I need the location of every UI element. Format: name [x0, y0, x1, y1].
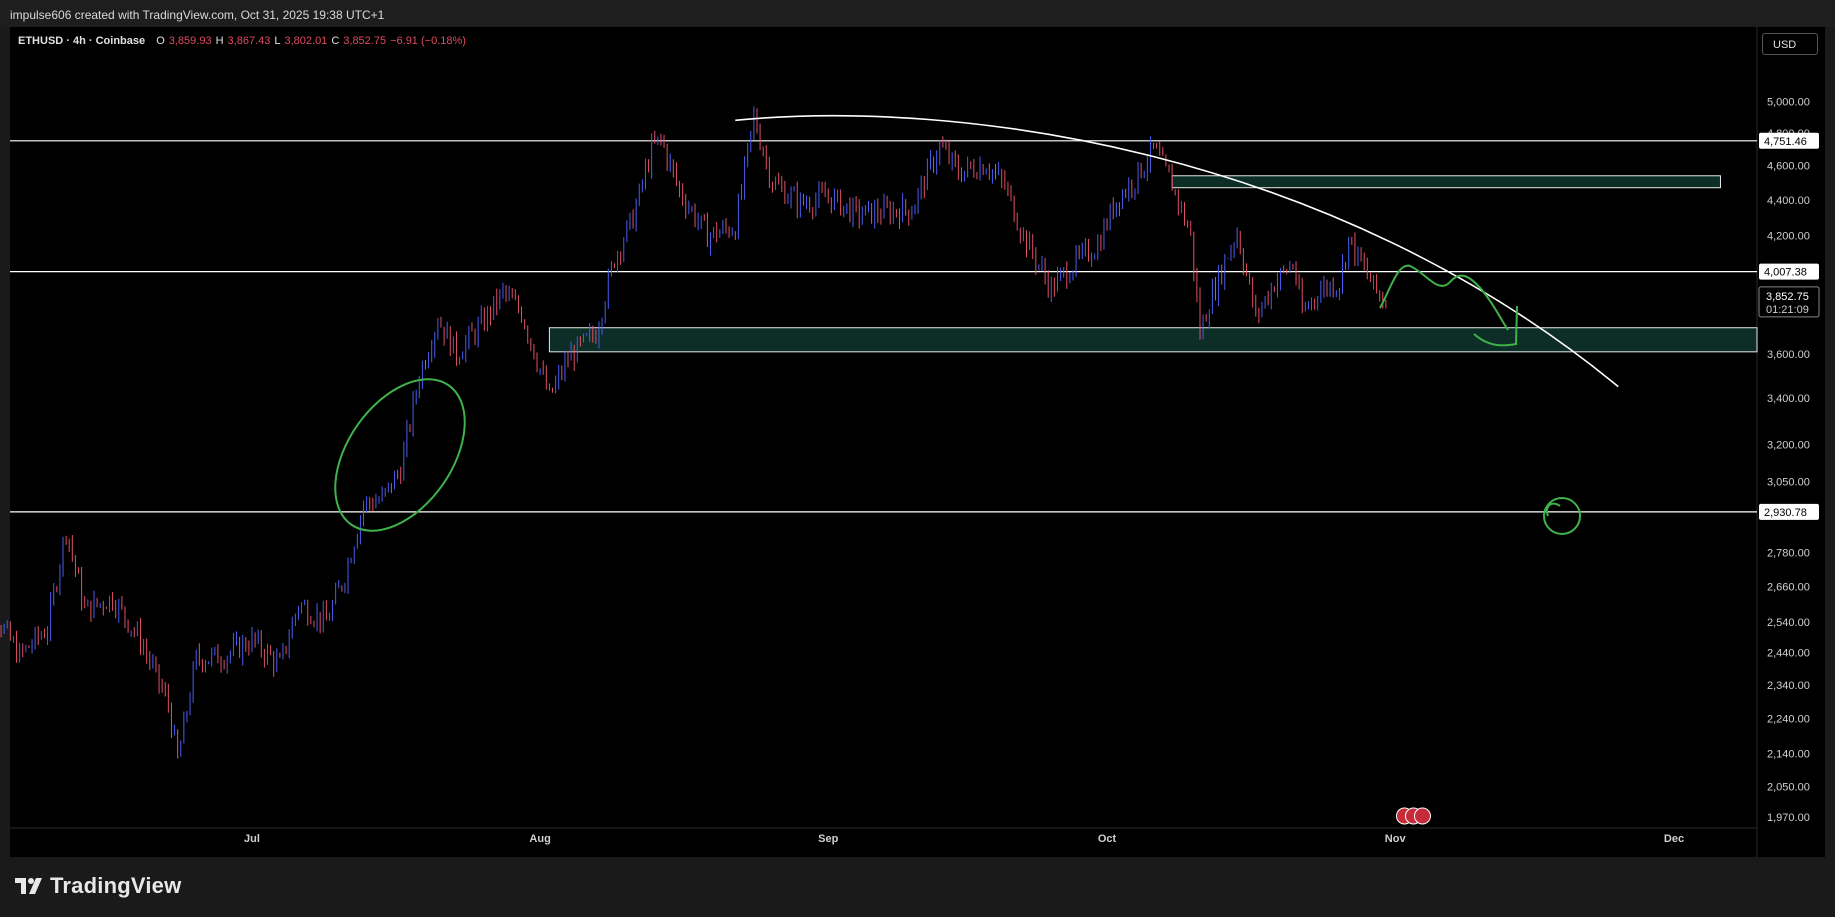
close-value: 3,852.75	[343, 35, 387, 47]
time-tick-label: Dec	[1664, 833, 1684, 845]
chart-area[interactable]	[10, 27, 1825, 857]
close-label: C	[331, 35, 340, 47]
brand[interactable]: TradingView	[14, 873, 181, 899]
price-level-label: 4,007.38	[1764, 267, 1807, 279]
change-value: −6.91 (−0.18%)	[390, 35, 466, 47]
time-tick-label: Oct	[1098, 833, 1117, 845]
price-tick-label: 2,540.00	[1767, 617, 1810, 629]
price-tick-label: 5,000.00	[1767, 97, 1810, 109]
arrow-drawing[interactable]	[1473, 305, 1518, 347]
price-tick-label: 4,200.00	[1767, 231, 1810, 243]
price-tick-label: 3,050.00	[1767, 476, 1810, 488]
symbol-legend: ETHUSD · 4h · Coinbase O 3,859.93 H 3,867.…	[18, 35, 466, 47]
price-tick-label: 2,240.00	[1767, 713, 1810, 725]
price-tick-label: 2,780.00	[1767, 547, 1810, 559]
low-value: 3,802.01	[284, 35, 328, 47]
projection-path-drawing[interactable]	[1379, 264, 1509, 331]
us-flag-event-icon[interactable]	[1413, 807, 1431, 825]
curved-trend-line[interactable]	[735, 114, 1619, 388]
price-tick-label: 2,660.00	[1767, 581, 1810, 593]
low-label: L	[274, 35, 281, 47]
open-value: 3,859.93	[168, 35, 212, 47]
price-level-badge	[1759, 132, 1819, 149]
price-tick-label: 3,400.00	[1767, 393, 1810, 405]
price-level-badge	[1759, 503, 1819, 520]
brand-name: TradingView	[50, 873, 182, 898]
support-zone[interactable]	[548, 327, 1758, 353]
high-value: 3,867.43	[227, 35, 271, 47]
currency-selector[interactable]: USD	[1762, 33, 1818, 55]
time-tick-label: Nov	[1385, 833, 1407, 845]
high-label: H	[215, 35, 224, 47]
price-tick-label: 2,340.00	[1767, 680, 1810, 692]
tradingview-logo-icon	[15, 878, 42, 894]
time-tick-label: Aug	[529, 833, 550, 845]
countdown-timer-label: 01:21:09	[1766, 304, 1809, 316]
price-tick-label: 3,600.00	[1767, 349, 1810, 361]
time-tick-label: Jul	[244, 833, 260, 845]
target-circle-drawing[interactable]	[1546, 502, 1561, 517]
circle-annotation[interactable]	[309, 356, 492, 555]
price-tick-label: 2,140.00	[1767, 748, 1810, 760]
open-label: O	[156, 35, 165, 47]
top-bar: impulse606 created with TradingView.com,…	[0, 0, 1835, 27]
symbol-label: ETHUSD · 4h · Coinbase	[18, 35, 146, 47]
price-tick-label: 4,400.00	[1767, 195, 1810, 207]
price-tick-label: 2,440.00	[1767, 648, 1810, 660]
credit-text: impulse606 created with TradingView.com,…	[10, 8, 385, 22]
price-tick-label: 3,200.00	[1767, 439, 1810, 451]
price-tick-label: 1,970.00	[1767, 812, 1810, 824]
price-tick-label: 4,600.00	[1767, 161, 1810, 173]
price-level-label: 2,930.78	[1764, 507, 1807, 519]
current-price-badge	[1758, 286, 1820, 318]
time-tick-label: Sep	[818, 833, 838, 845]
target-circle-drawing[interactable]	[1543, 497, 1581, 535]
current-price-label: 3,852.75	[1766, 291, 1809, 303]
price-level-badge	[1759, 263, 1819, 280]
price-tick-label: 2,050.00	[1767, 781, 1810, 793]
footer	[0, 857, 1835, 917]
price-level-label: 4,751.46	[1764, 136, 1807, 148]
